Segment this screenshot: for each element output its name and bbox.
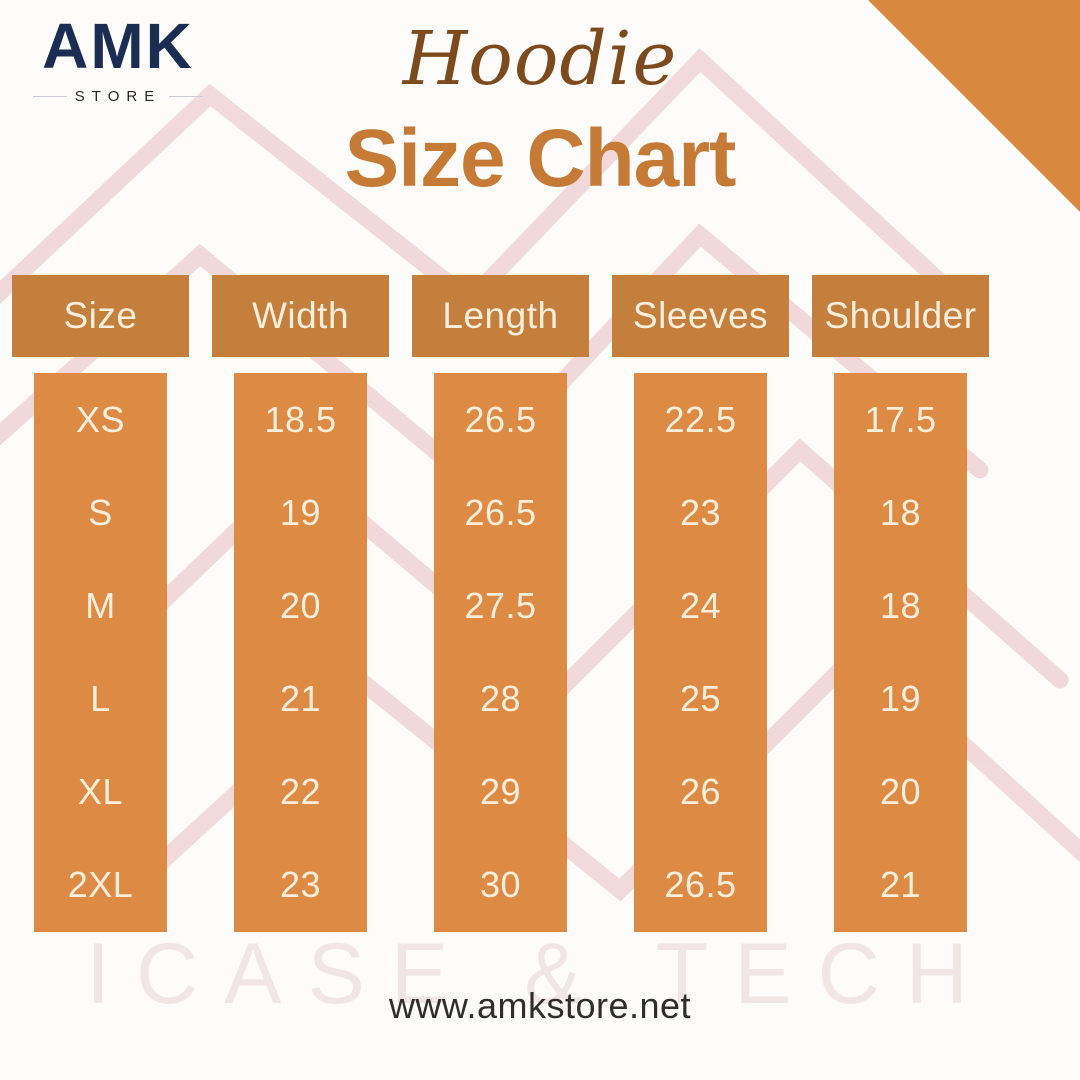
column-header-length: Length <box>412 275 589 357</box>
table-cell: 20 <box>279 584 322 626</box>
table-cell: 18 <box>879 584 922 626</box>
table-cell: XS <box>75 398 126 440</box>
table-cell: 27.5 <box>464 584 537 626</box>
table-cell: 22.5 <box>664 398 737 440</box>
table-cell: 17.5 <box>864 398 937 440</box>
column-header-width: Width <box>212 275 389 357</box>
table-cell: 18 <box>879 491 922 533</box>
table-cell: 26.5 <box>464 491 537 533</box>
table-cell: 19 <box>879 678 922 720</box>
table-cell: 28 <box>479 678 522 720</box>
column-body-shoulder: 17.5 18 18 19 20 21 <box>834 373 967 932</box>
table-cell: 21 <box>879 864 922 906</box>
table-cell: XL <box>77 771 124 813</box>
table-cell: 23 <box>679 491 722 533</box>
logo-rule-left <box>32 96 67 97</box>
size-chart-table: Size XS S M L XL 2XL Width 18.5 19 20 21… <box>12 275 1012 932</box>
table-column-width: Width 18.5 19 20 21 22 23 <box>212 275 389 932</box>
table-cell: 19 <box>279 491 322 533</box>
table-cell: 22 <box>279 771 322 813</box>
column-header-shoulder: Shoulder <box>812 275 989 357</box>
column-body-width: 18.5 19 20 21 22 23 <box>234 373 367 932</box>
table-cell: S <box>88 491 113 533</box>
column-header-size: Size <box>12 275 189 357</box>
table-column-size: Size XS S M L XL 2XL <box>12 275 189 932</box>
column-body-sleeves: 22.5 23 24 25 26 26.5 <box>634 373 767 932</box>
column-header-sleeves: Sleeves <box>612 275 789 357</box>
footer-website-url[interactable]: www.amkstore.net <box>388 985 692 1026</box>
table-cell: L <box>90 678 111 720</box>
table-cell: 23 <box>279 864 322 906</box>
table-cell: M <box>85 584 116 626</box>
table-cell: 26.5 <box>464 398 537 440</box>
table-cell: 25 <box>679 678 722 720</box>
table-cell: 26.5 <box>664 864 737 906</box>
table-column-shoulder: Shoulder 17.5 18 18 19 20 21 <box>812 275 989 932</box>
table-cell: 24 <box>679 584 722 626</box>
table-cell: 21 <box>279 678 322 720</box>
logo-rule-right <box>169 96 204 97</box>
table-cell: 26 <box>679 771 722 813</box>
table-cell: 20 <box>879 771 922 813</box>
table-cell: 18.5 <box>264 398 337 440</box>
table-cell: 29 <box>479 771 522 813</box>
page-title: Size Chart <box>344 113 737 204</box>
table-cell: 30 <box>479 864 522 906</box>
table-column-length: Length 26.5 26.5 27.5 28 29 30 <box>412 275 589 932</box>
table-cell: 2XL <box>67 864 134 906</box>
column-body-length: 26.5 26.5 27.5 28 29 30 <box>434 373 567 932</box>
column-body-size: XS S M L XL 2XL <box>34 373 167 932</box>
table-column-sleeves: Sleeves 22.5 23 24 25 26 26.5 <box>612 275 789 932</box>
script-title: Hoodie <box>402 16 678 102</box>
